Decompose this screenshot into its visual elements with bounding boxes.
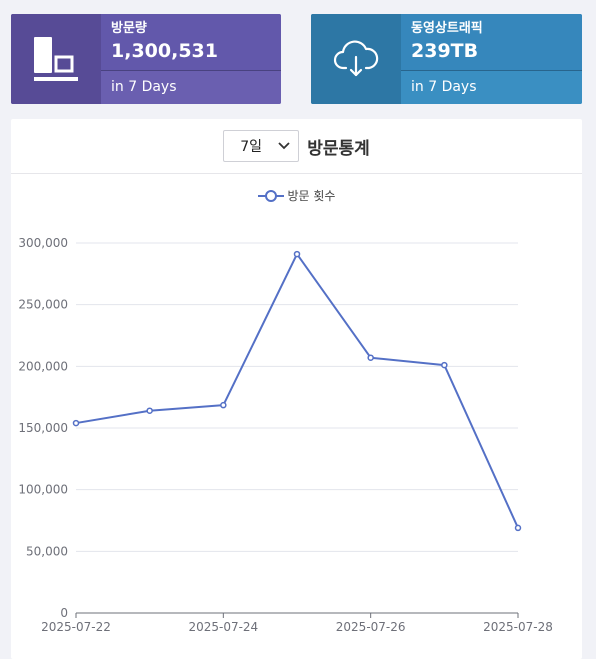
panel-header: 7일 방문통계 [11, 119, 582, 174]
x-tick-label: 2025-07-24 [188, 620, 258, 634]
traffic-value: 239TB [411, 40, 479, 62]
chart-plot: 0 50,000 100,000 150,000 200,000 250,000 300,0… [18, 236, 553, 634]
x-tick-label: 2025-07-22 [41, 620, 111, 634]
visits-card: 방문량 1,300,531 in 7 Days [11, 14, 281, 104]
y-tick-label: 100,000 [18, 483, 68, 497]
x-tick-label: 2025-07-28 [483, 620, 553, 634]
y-tick-label: 200,000 [18, 359, 68, 373]
panel-title: 방문통계 [307, 138, 370, 159]
data-point [293, 250, 301, 258]
visits-line-chart: 방문 횟수 0 50,000 100,000 150,000 200,000 250,00… [11, 175, 582, 655]
data-point [514, 524, 522, 532]
data-point [220, 401, 227, 409]
y-tick-label: 250,000 [18, 298, 68, 312]
visits-period: in 7 Days [101, 71, 281, 104]
visit-stats-panel: 7일 방문통계 방문 횟수 0 50,000 100,000 150,000 200,0… [11, 119, 582, 659]
y-tick-label: 50,000 [26, 544, 68, 558]
cloud-download-icon [311, 14, 401, 104]
traffic-period: in 7 Days [401, 71, 582, 104]
x-tick-label: 2025-07-26 [336, 620, 406, 634]
data-point [441, 361, 448, 369]
series-line [75, 253, 519, 529]
visits-value: 1,300,531 [111, 40, 218, 62]
legend-label: 방문 횟수 [287, 189, 336, 203]
period-select-value: 7일 [240, 139, 263, 155]
legend-line-icon [257, 189, 284, 202]
data-point [72, 419, 80, 427]
y-tick-label: 0 [60, 606, 68, 620]
bar-chart-icon [11, 14, 101, 104]
y-tick-label: 300,000 [18, 236, 68, 250]
y-tick-label: 150,000 [18, 421, 68, 435]
period-select[interactable]: 7일 [223, 130, 300, 162]
traffic-label: 동영상트래픽 [411, 21, 483, 36]
data-point [146, 407, 153, 414]
visits-label: 방문량 [111, 21, 147, 36]
chart-legend[interactable]: 방문 횟수 [11, 187, 582, 204]
data-point [367, 354, 374, 361]
chevron-down-icon [278, 142, 290, 150]
traffic-card: 동영상트래픽 239TB in 7 Days [311, 14, 582, 104]
